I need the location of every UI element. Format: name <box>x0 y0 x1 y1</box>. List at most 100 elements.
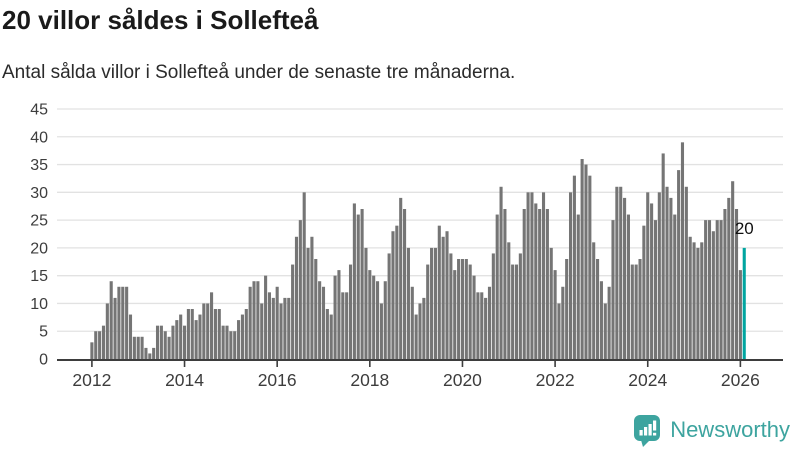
bar-2015-04 <box>240 314 244 359</box>
bar-2016-10 <box>310 236 314 359</box>
bar-2013-03 <box>144 347 148 359</box>
x-axis-tick-label: 2026 <box>721 370 760 390</box>
bar-2023-03 <box>607 286 611 359</box>
bar-2020-04 <box>472 275 476 359</box>
x-axis-tick-label: 2024 <box>628 370 667 390</box>
bar-2016-04 <box>287 297 291 359</box>
bar-2021-08 <box>534 203 538 359</box>
bar-2024-11 <box>684 186 688 359</box>
bar-2013-01 <box>136 336 140 359</box>
bar-2022-12 <box>596 259 600 359</box>
bar-2024-08 <box>673 214 677 359</box>
bar-2013-12 <box>179 314 183 359</box>
y-axis-tick-label: 20 <box>30 240 48 257</box>
bar-2017-01 <box>321 286 326 359</box>
bar-2020-02 <box>464 259 468 359</box>
bar-2025-12 <box>734 209 739 359</box>
bar-2020-05 <box>476 292 480 359</box>
bar-2018-04 <box>379 303 383 359</box>
bar-2014-06 <box>202 303 206 359</box>
bar-2016-03 <box>283 297 287 359</box>
bar-2021-09 <box>538 209 542 359</box>
bar-2023-07 <box>623 197 627 359</box>
x-axis-tick-label: 2020 <box>443 370 482 390</box>
bar-2020-12 <box>503 209 507 359</box>
bar-2018-11 <box>406 247 410 359</box>
bar-2023-04 <box>611 220 615 359</box>
bar-2017-11 <box>360 209 364 359</box>
bar-2012-09 <box>121 286 125 359</box>
y-axis-tick-label: 30 <box>30 185 48 202</box>
bar-2015-07 <box>252 281 256 359</box>
bar-2016-06 <box>294 236 299 359</box>
bar-2021-03 <box>514 264 519 359</box>
bar-2015-03 <box>237 320 241 359</box>
y-axis-tick-label: 25 <box>30 213 48 230</box>
bar-2024-03 <box>653 220 658 359</box>
bar-2020-03 <box>468 264 472 359</box>
bar-2018-06 <box>387 253 391 359</box>
bar-2021-04 <box>518 253 522 359</box>
bar-2019-07 <box>437 225 441 359</box>
bar-2015-11 <box>267 292 272 359</box>
bar-2019-02 <box>418 303 422 359</box>
bar-2021-07 <box>530 192 534 359</box>
bar-2024-05 <box>661 153 665 359</box>
bar-2022-08 <box>580 159 584 359</box>
bar-2014-02 <box>186 309 190 359</box>
bar-2014-07 <box>206 303 210 359</box>
bar-2020-01 <box>460 259 465 359</box>
bar-2025-03 <box>700 242 704 359</box>
bar-2021-12 <box>549 247 553 359</box>
bar-2012-07 <box>113 297 117 359</box>
bar-2019-01 <box>414 314 418 359</box>
y-axis-tick-label: 10 <box>30 296 48 313</box>
bar-2013-09 <box>167 336 171 359</box>
y-axis-tick-label: 45 <box>30 102 48 119</box>
bar-2012-08 <box>117 286 121 359</box>
bar-2022-05 <box>568 192 573 359</box>
bar-2023-10 <box>634 264 638 359</box>
bar-2019-05 <box>430 247 434 359</box>
newsworthy-logo-icon <box>634 414 661 447</box>
bar-2020-08 <box>487 286 492 359</box>
bar-2018-05 <box>383 281 387 359</box>
bar-2015-09 <box>260 303 264 359</box>
bar-2025-06 <box>711 231 715 359</box>
bar-2022-02 <box>557 303 561 359</box>
bar-2024-02 <box>650 203 654 359</box>
bar-2020-07 <box>484 297 488 359</box>
bar-2018-02 <box>372 275 376 359</box>
bar-2014-12 <box>225 325 229 359</box>
bar-2012-04 <box>101 325 106 359</box>
bar-2014-03 <box>190 309 194 359</box>
bar-2013-04 <box>148 353 152 359</box>
bar-2023-12 <box>642 225 646 359</box>
bar-2024-04 <box>657 192 661 359</box>
bar-2016-02 <box>279 303 283 359</box>
x-axis-tick-label: 2016 <box>258 370 297 390</box>
bar-2015-08 <box>256 281 260 359</box>
bar-2012-03 <box>98 331 102 359</box>
bar-2013-07 <box>159 325 163 359</box>
bar-2012-12 <box>132 336 136 359</box>
bar-2024-01 <box>646 192 650 359</box>
bar-2024-12 <box>688 236 692 359</box>
bar-2013-08 <box>163 331 167 359</box>
bar-2014-05 <box>198 314 202 359</box>
bar-2017-08 <box>348 264 353 359</box>
bar-2020-10 <box>495 214 499 359</box>
bar-2019-04 <box>426 264 430 359</box>
bar-2016-12 <box>318 281 322 359</box>
bar-2014-08 <box>210 292 214 359</box>
bar-2023-06 <box>619 186 623 359</box>
bar-2021-01 <box>507 242 511 359</box>
brand-name: Newsworthy <box>670 417 790 442</box>
bar-2019-12 <box>457 259 461 359</box>
bar-2023-02 <box>603 303 607 359</box>
bar-2014-09 <box>213 309 217 359</box>
bar-2020-11 <box>499 186 503 359</box>
bar-2022-11 <box>592 242 596 359</box>
page-title: 20 villor såldes i Sollefteå <box>2 5 319 35</box>
